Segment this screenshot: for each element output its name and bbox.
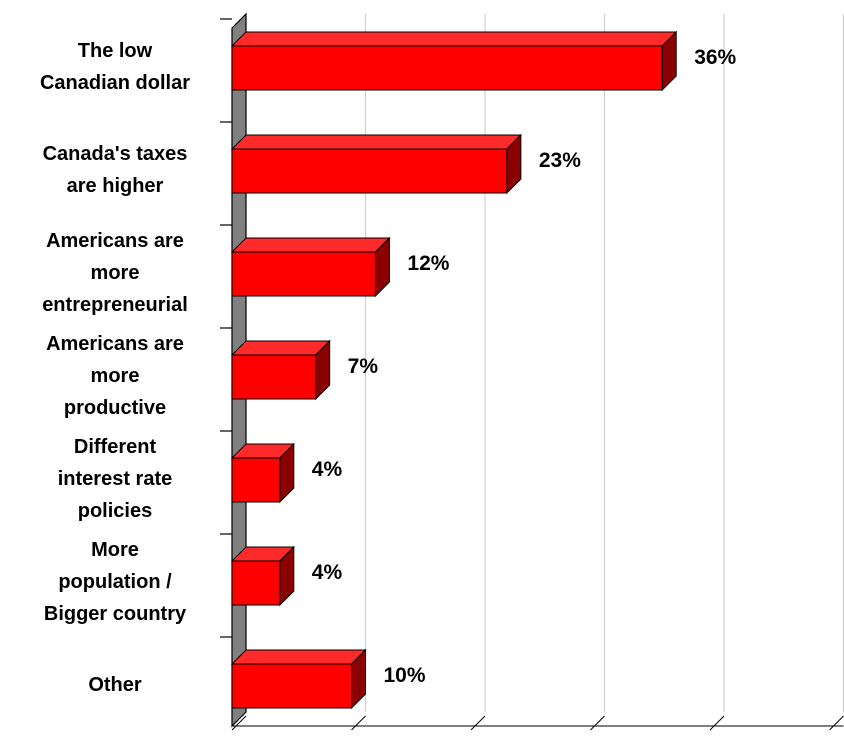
bar xyxy=(230,236,391,298)
data-label: 4% xyxy=(312,561,343,584)
bar xyxy=(230,545,296,607)
data-label: 10% xyxy=(384,664,426,687)
data-label: 12% xyxy=(407,252,449,275)
category-label-line: interest rate xyxy=(58,468,173,490)
labels: 36% The low Canadian dollar 23% Canada's tax… xyxy=(40,40,737,696)
data-label: 7% xyxy=(348,355,379,378)
category-label-line: productive xyxy=(64,397,166,419)
category-label: More population / Bigger country xyxy=(44,539,187,625)
x-axis-tick xyxy=(231,715,247,731)
bar xyxy=(230,442,296,504)
bars xyxy=(230,30,678,710)
bar xyxy=(230,648,367,710)
category-label-line: more xyxy=(91,365,140,387)
category-label-line: policies xyxy=(78,500,152,522)
bar-front-face xyxy=(231,148,508,194)
category-label: Canada's taxes are higher xyxy=(43,143,188,197)
bar-top-face xyxy=(230,649,367,665)
category-label-line: are higher xyxy=(67,175,164,197)
category-label-line: More xyxy=(91,539,139,561)
category-label-line: population / xyxy=(58,571,172,593)
bar-front-face xyxy=(231,354,317,400)
category-label-line: more xyxy=(91,262,140,284)
bar-top-face xyxy=(230,237,391,253)
data-label: 36% xyxy=(694,46,736,69)
category-label-line: Americans are xyxy=(46,230,184,252)
bar-top-face xyxy=(230,31,678,47)
category-label: The low Canadian dollar xyxy=(40,40,190,94)
bar-front-face xyxy=(231,45,663,91)
bar xyxy=(230,133,523,195)
bar-top-face xyxy=(230,134,523,150)
category-label-line: Canadian dollar xyxy=(40,72,190,94)
data-label: 23% xyxy=(539,149,581,172)
bar-front-face xyxy=(231,457,281,503)
x-axis-tick xyxy=(590,715,605,731)
category-label-line: Canada's taxes xyxy=(43,143,188,165)
bar-front-face xyxy=(231,251,376,297)
bar-top-face xyxy=(230,340,331,356)
category-label: Americans are more entrepreneurial xyxy=(42,230,188,316)
x-axis-tick xyxy=(709,715,725,731)
category-label-line: Other xyxy=(88,674,142,696)
bar-front-face xyxy=(231,560,281,606)
x-axis-tick xyxy=(470,715,486,731)
category-label-line: Bigger country xyxy=(44,603,187,625)
x-axis-tick xyxy=(351,715,366,731)
category-label: Americans are more productive xyxy=(46,333,184,419)
category-label-line: Americans are xyxy=(46,333,184,355)
category-label: Other xyxy=(88,674,142,696)
category-label-line: entrepreneurial xyxy=(42,294,188,316)
bar xyxy=(230,30,678,92)
category-label-line: Different xyxy=(74,436,157,458)
bar xyxy=(230,339,331,401)
x-axis-tick xyxy=(829,715,844,731)
category-label: Different interest rate policies xyxy=(58,436,173,522)
category-label-line: The low xyxy=(78,40,153,62)
data-label: 4% xyxy=(312,458,343,481)
bar-front-face xyxy=(231,663,352,709)
